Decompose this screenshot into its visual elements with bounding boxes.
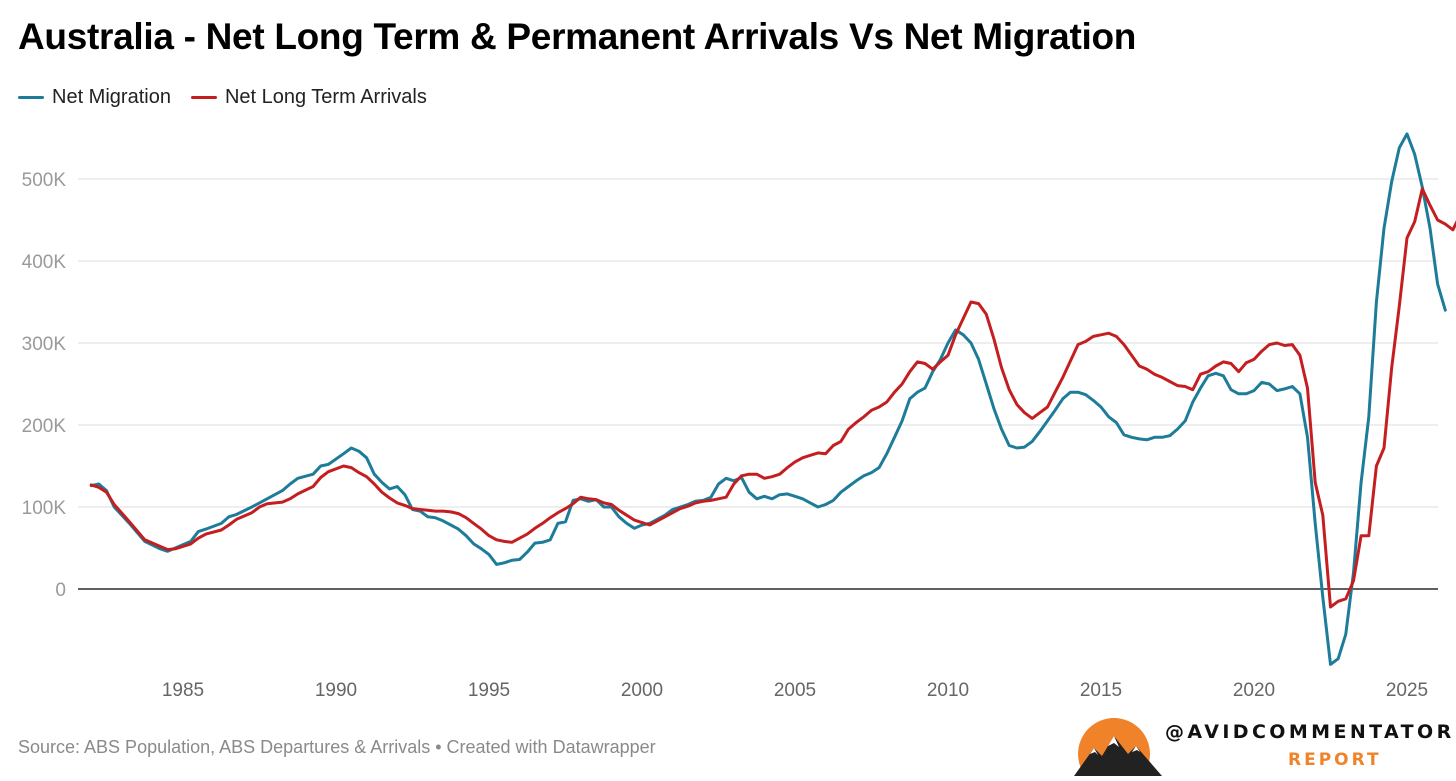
x-tick-label: 2000 — [621, 680, 663, 701]
series-line-net-migration — [89, 132, 1447, 666]
x-axis-labels: 1985 1990 1995 2000 2005 2010 2015 2020 2025 — [162, 680, 1428, 701]
x-tick-label: 1990 — [315, 680, 357, 701]
legend-label-net-long-term-arrivals: Net Long Term Arrivals — [224, 86, 427, 108]
legend-item-net-migration: Net Migration — [18, 86, 171, 109]
source-note: Source: ABS Population, ABS Departures &… — [18, 737, 656, 757]
x-tick-label: 1985 — [162, 680, 204, 701]
series-line-net-long-term-arrivals — [89, 187, 1456, 609]
legend-label-net-migration: Net Migration — [52, 86, 171, 108]
y-axis-labels: 0 100K 200K 300K 400K 500K — [22, 170, 67, 601]
x-tick-label: 2020 — [1233, 680, 1275, 701]
chart-legend: Net Migration Net Long Term Arrivals — [18, 86, 447, 109]
y-tick-label: 400K — [22, 252, 67, 273]
y-tick-label: 200K — [22, 416, 67, 437]
legend-swatch-net-migration — [18, 96, 44, 99]
chart-series-lines — [89, 132, 1456, 666]
mountain-sun-logo-icon — [1074, 718, 1162, 781]
y-tick-label: 100K — [22, 498, 67, 519]
x-tick-label: 2025 — [1386, 680, 1428, 701]
y-tick-label: 300K — [22, 334, 67, 355]
chart-plot: 0 100K 200K 300K 400K 500K 1985 1990 1995 2000 20… — [22, 132, 1456, 701]
brand-subtitle: REPORT — [1288, 750, 1382, 770]
legend-item-net-long-term-arrivals: Net Long Term Arrivals — [190, 86, 427, 109]
chart-title: Australia - Net Long Term & Permanent Ar… — [18, 16, 1137, 57]
y-tick-label: 500K — [22, 170, 67, 191]
x-tick-label: 1995 — [468, 680, 510, 701]
brand-watermark: @AVIDCOMMENTATOR REPORT — [1072, 712, 1455, 781]
legend-swatch-net-long-term-arrivals — [190, 96, 217, 99]
brand-name: @AVIDCOMMENTATOR — [1165, 721, 1455, 743]
x-tick-label: 2005 — [774, 680, 816, 701]
y-tick-label: 0 — [55, 580, 66, 601]
chart-gridlines — [78, 178, 1438, 590]
x-tick-label: 2010 — [927, 680, 969, 701]
x-tick-label: 2015 — [1080, 680, 1122, 701]
